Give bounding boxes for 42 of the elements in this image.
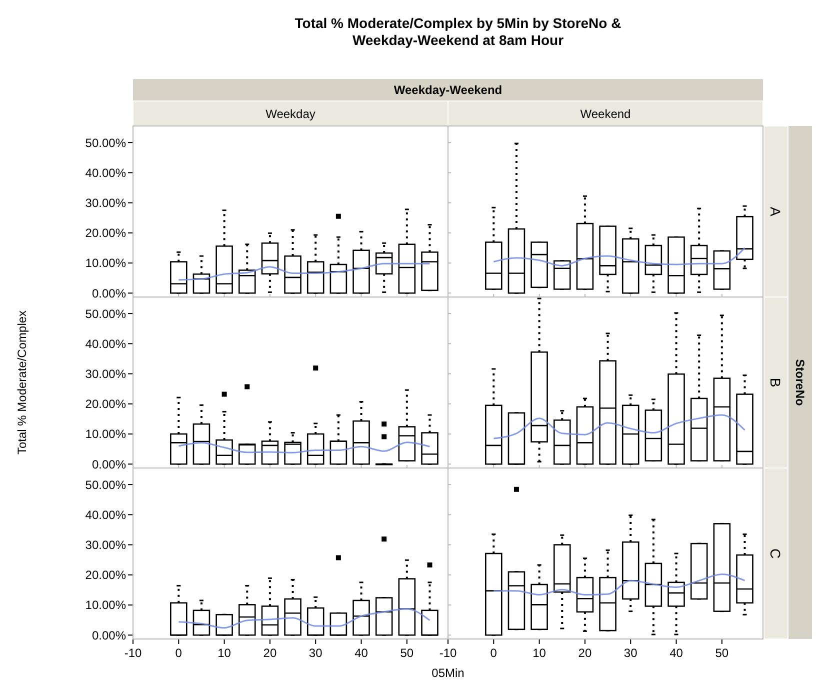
y-tick-label: 20.00% [85, 568, 126, 582]
text: Weekday-Weekend [394, 83, 502, 98]
y-tick-label: 50.00% [85, 306, 126, 321]
strip-label: StoreNo [792, 359, 807, 406]
y-tick-label: 20.00% [85, 226, 126, 240]
y-tick-label: 50.00% [85, 478, 126, 492]
y-tick-label: 50.00% [85, 136, 126, 150]
y2-axis-title: B [768, 378, 784, 388]
y2-axis-title: C [768, 548, 784, 559]
y-tick-label: 0.00% [92, 628, 126, 642]
y-tick-label: 10.00% [85, 598, 126, 612]
x-tick-label: -10 [439, 646, 457, 660]
chart-title: Total % Moderate/Complex by 5Min by StoreNo & Weekday-Weekend at 8am Hour [294, 15, 622, 48]
y-tick-label: 10.00% [85, 427, 126, 442]
x-axis-title: 05Min [432, 666, 464, 680]
x-tick-label: 0 [490, 646, 498, 660]
y2-axis-title: A [768, 206, 784, 217]
x-tick-label: 30 [624, 646, 638, 660]
x-tick-label: 0 [175, 646, 182, 660]
y-tick-label: 10.00% [85, 256, 126, 270]
y-tick-label: 0.00% [92, 457, 126, 472]
y-tick-label: 30.00% [85, 366, 126, 381]
y-tick-label: 40.00% [85, 336, 126, 351]
x-tick-label: 30 [308, 646, 323, 660]
chart-subtitle: Weekend [580, 107, 631, 122]
x-tick-label: 50 [715, 646, 729, 660]
x-tick-label: 40 [354, 646, 368, 660]
y-tick-label: 20.00% [85, 397, 126, 412]
x-tick-label: 10 [532, 646, 546, 660]
x-tick-label: 10 [218, 646, 232, 660]
x-tick-label: -10 [124, 646, 142, 660]
y-tick-label: 30.00% [85, 538, 126, 552]
y-axis-title: Total % Moderate/Complex [15, 310, 29, 455]
chart-subtitle: Weekday [266, 107, 316, 122]
y-tick-label: 40.00% [85, 508, 126, 522]
x-tick-label: 20 [578, 646, 592, 660]
y-tick-label: 30.00% [85, 196, 126, 210]
x-tick-label: 20 [263, 646, 277, 660]
y-tick-label: 0.00% [92, 286, 126, 300]
x-tick-label: 40 [670, 646, 684, 660]
y-tick-label: 40.00% [85, 166, 126, 180]
x-tick-label: 50 [400, 646, 414, 660]
